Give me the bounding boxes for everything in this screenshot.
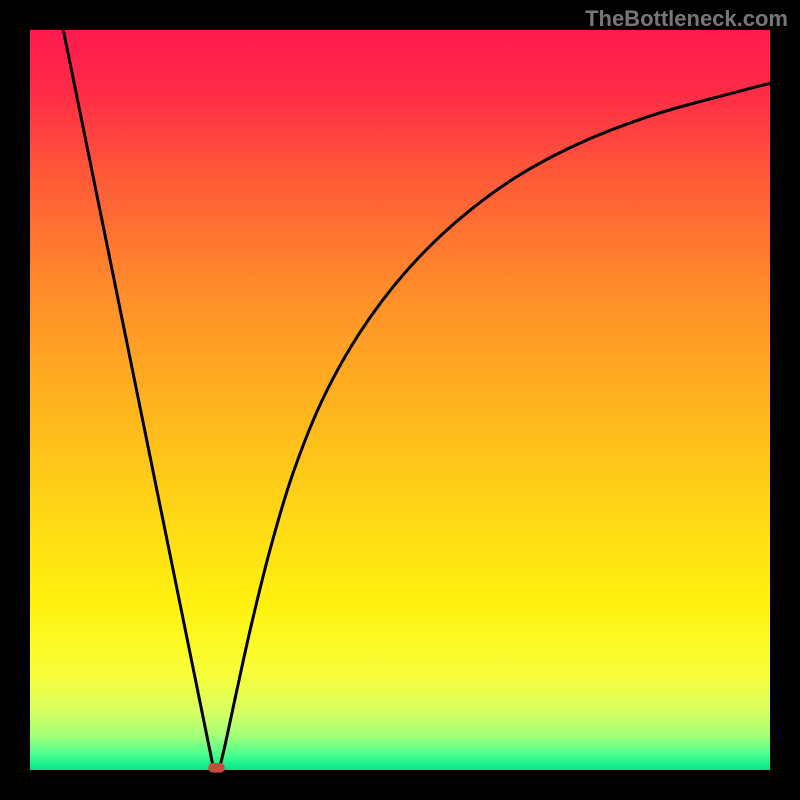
- bottleneck-plot: [0, 0, 800, 800]
- optimum-marker: [208, 763, 224, 773]
- chart-container: TheBottleneck.com: [0, 0, 800, 800]
- watermark-text: TheBottleneck.com: [585, 6, 788, 32]
